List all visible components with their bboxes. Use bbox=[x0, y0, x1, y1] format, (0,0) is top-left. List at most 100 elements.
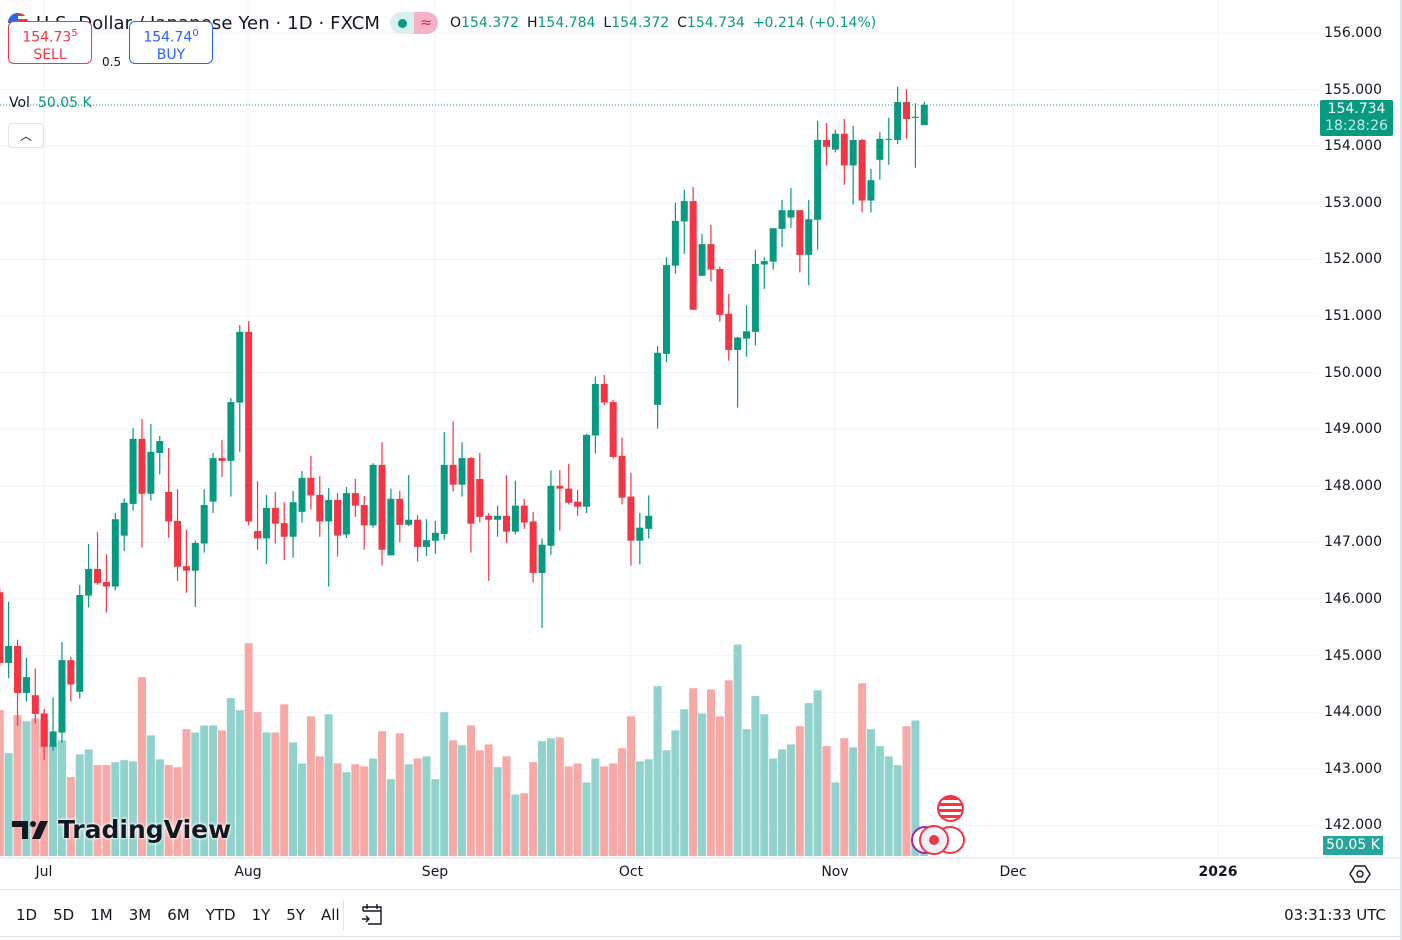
candle bbox=[716, 266, 724, 322]
volume-legend[interactable]: Vol 50.05 K bbox=[9, 95, 92, 111]
candle-body bbox=[14, 645, 22, 693]
candle bbox=[458, 442, 466, 497]
volume-bar bbox=[591, 758, 600, 856]
tradingview-logo-icon bbox=[12, 820, 48, 839]
volume-bar bbox=[289, 742, 298, 856]
clock-timezone[interactable]: 03:31:33 UTC bbox=[1284, 906, 1386, 924]
us-flag-event-icon[interactable] bbox=[937, 795, 964, 822]
calendar-goto-icon[interactable] bbox=[359, 902, 385, 928]
volume-bar bbox=[0, 710, 4, 856]
candle bbox=[823, 122, 831, 166]
time-tick-label: Dec bbox=[999, 864, 1027, 880]
price-tick-label: 151.000 bbox=[1324, 308, 1382, 324]
volume-bar bbox=[324, 714, 333, 856]
volume-bar bbox=[609, 763, 618, 856]
time-tick-label: Nov bbox=[821, 864, 849, 880]
volume-bar bbox=[413, 758, 422, 856]
candle bbox=[49, 697, 57, 751]
status-pill[interactable]: ≈ bbox=[390, 12, 439, 34]
volume-bar bbox=[484, 744, 493, 856]
candle-body bbox=[769, 228, 777, 262]
open-value: 154.372 bbox=[461, 15, 519, 31]
range-button-1y[interactable]: 1Y bbox=[251, 906, 271, 924]
candle bbox=[671, 202, 679, 274]
range-button-5y[interactable]: 5Y bbox=[286, 906, 306, 924]
candle-body bbox=[449, 464, 457, 485]
logo-text: TradingView bbox=[58, 815, 232, 844]
candle bbox=[814, 120, 822, 250]
candle-body bbox=[325, 499, 333, 522]
volume-bar bbox=[431, 779, 440, 856]
candle bbox=[209, 452, 217, 513]
volume-bar bbox=[804, 703, 813, 856]
volume-bar bbox=[875, 746, 884, 856]
price-tick-label: 153.000 bbox=[1324, 194, 1382, 211]
range-button-1d[interactable]: 1D bbox=[16, 906, 38, 924]
candle-body bbox=[218, 458, 226, 461]
candle-body bbox=[903, 102, 911, 120]
candle-body bbox=[360, 505, 368, 526]
price-tick-label: 150.000 bbox=[1324, 364, 1382, 381]
candle-body bbox=[698, 244, 706, 276]
candle bbox=[156, 435, 164, 475]
candle-body bbox=[609, 402, 617, 457]
candle-body bbox=[627, 496, 635, 541]
candle bbox=[725, 293, 733, 361]
candle-body bbox=[67, 660, 75, 685]
price-chart[interactable] bbox=[0, 0, 1400, 888]
range-button-5d[interactable]: 5D bbox=[53, 906, 75, 924]
buy-button[interactable]: 154.740 BUY bbox=[129, 20, 213, 64]
range-button-1m[interactable]: 1M bbox=[90, 906, 113, 924]
candle-body bbox=[485, 515, 493, 520]
candle-body bbox=[440, 464, 448, 534]
candle bbox=[867, 168, 875, 213]
range-button-ytd[interactable]: YTD bbox=[205, 906, 236, 924]
candle-body bbox=[645, 515, 653, 529]
volume-bar bbox=[493, 767, 502, 856]
volume-bar bbox=[129, 761, 138, 856]
buy-price-pip: 0 bbox=[192, 27, 199, 39]
candle-body bbox=[520, 505, 528, 523]
candle-body bbox=[636, 527, 644, 541]
volume-bar bbox=[57, 740, 66, 856]
volume-bar bbox=[404, 764, 413, 856]
volume-bars bbox=[0, 643, 929, 856]
candle bbox=[707, 224, 715, 282]
collapse-legend-button[interactable]: ︿ bbox=[8, 123, 44, 148]
volume-bar bbox=[4, 753, 13, 856]
volume-bar bbox=[173, 767, 182, 856]
candle bbox=[254, 481, 262, 550]
candle-body bbox=[831, 133, 839, 150]
candle-body bbox=[209, 458, 217, 502]
volume-bar bbox=[715, 716, 724, 856]
last-price-label: 154.734 18:28:26 bbox=[1320, 100, 1393, 136]
candle bbox=[689, 186, 697, 310]
volume-bar bbox=[164, 765, 173, 856]
candle bbox=[58, 642, 66, 743]
gear-icon[interactable] bbox=[1349, 864, 1371, 884]
tradingview-logo[interactable]: TradingView bbox=[12, 815, 231, 844]
candle-body bbox=[654, 352, 662, 405]
range-button-6m[interactable]: 6M bbox=[167, 906, 190, 924]
volume-bar bbox=[102, 765, 111, 856]
sell-button[interactable]: 154.735 SELL bbox=[8, 20, 92, 64]
volume-bar bbox=[635, 761, 644, 856]
candle bbox=[5, 601, 13, 679]
candle-body bbox=[920, 104, 928, 126]
candle bbox=[440, 432, 448, 540]
volume-bar bbox=[511, 794, 520, 856]
volume-bar bbox=[538, 741, 547, 856]
candle-body bbox=[823, 139, 831, 147]
range-button-all[interactable]: All bbox=[321, 906, 340, 924]
volume-bar bbox=[49, 744, 58, 856]
candle bbox=[387, 488, 395, 556]
candle bbox=[760, 257, 768, 289]
candle bbox=[636, 512, 644, 565]
range-button-3m[interactable]: 3M bbox=[128, 906, 152, 924]
time-tick-label: Sep bbox=[421, 864, 449, 880]
volume-bar bbox=[440, 712, 449, 856]
candle-body bbox=[191, 542, 199, 571]
economic-event-icon[interactable] bbox=[919, 825, 949, 855]
candle bbox=[307, 455, 315, 510]
candle-body bbox=[396, 498, 404, 525]
